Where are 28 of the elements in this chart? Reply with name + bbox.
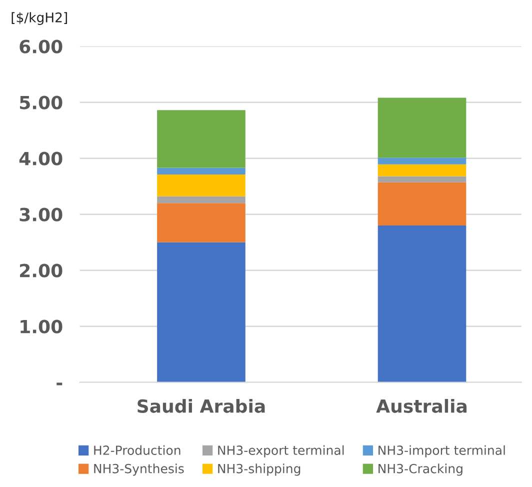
bar	[157, 168, 246, 175]
y-tick-label: -	[56, 382, 62, 386]
legend-label: NH3-import terminal	[378, 445, 505, 458]
bar	[157, 203, 246, 242]
bar	[157, 110, 246, 168]
y-tick-label: 3.00	[20, 208, 62, 222]
bar	[378, 158, 466, 164]
bar	[378, 176, 466, 182]
bar	[378, 182, 466, 226]
y-tick-label: 1.00	[20, 320, 62, 334]
bar	[157, 196, 246, 204]
x-tick-label: Australia	[376, 398, 467, 413]
bar	[378, 98, 466, 158]
legend-label: NH3-Cracking	[378, 464, 462, 476]
legend-label: H2-Production	[94, 445, 180, 455]
legend-label: NH3-export terminal	[218, 445, 344, 458]
y-tick-label: 4.00	[19, 152, 62, 166]
bar	[157, 242, 246, 382]
legend-label: NH3-shipping	[218, 464, 300, 476]
bar	[157, 174, 246, 196]
bar	[378, 225, 466, 382]
y-axis-title: [$/kgH2]	[12, 12, 67, 25]
legend-label: NH3-Synthesis	[94, 464, 184, 476]
y-tick-label: 5.00	[20, 96, 62, 110]
y-tick-label: 2.00	[20, 264, 62, 278]
y-tick-label: 6.00	[20, 40, 62, 54]
x-tick-label: Saudi Arabia	[138, 398, 265, 413]
bar	[378, 164, 466, 176]
